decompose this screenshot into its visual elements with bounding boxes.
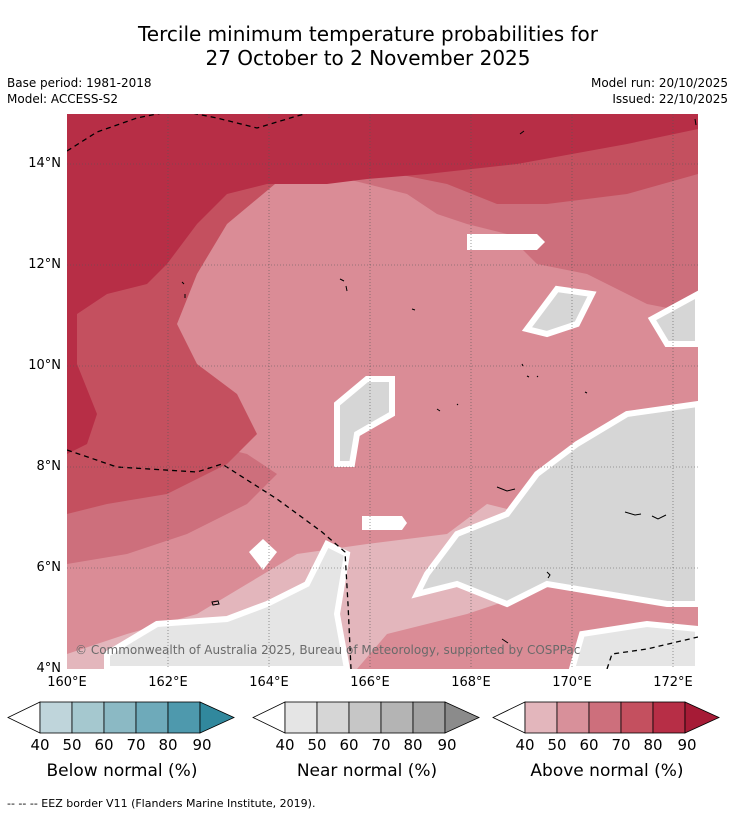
near-50-region-east — [411, 400, 698, 608]
colorbar-under-triangle — [252, 701, 286, 734]
y-tick-6N: 6°N — [36, 560, 62, 575]
colorbar-swatch — [316, 701, 350, 734]
gridlines — [67, 114, 698, 669]
colorbar-swatch — [284, 701, 318, 734]
copyright-notice: © Commonwealth of Australia 2025, Bureau… — [75, 643, 581, 657]
base-period: Base period: 1981-2018 — [7, 76, 152, 90]
colorbar-swatch — [167, 701, 201, 734]
colorbar-swatch — [380, 701, 414, 734]
colorbar-under-triangle — [7, 701, 41, 734]
colorbar-under-triangle — [492, 701, 526, 734]
colorbar-swatch — [620, 701, 654, 734]
colorbar-above-swatches — [492, 701, 720, 734]
near-50-patch-northeast — [521, 285, 597, 338]
below-tick-90: 90 — [192, 736, 212, 754]
near-tick-50: 50 — [307, 736, 327, 754]
map-panel[interactable]: © Commonwealth of Australia 2025, Bureau… — [67, 114, 698, 669]
colorbar-near-label: Near normal (%) — [296, 761, 438, 781]
x-tick-162E: 162°E — [148, 675, 188, 690]
model-name: Model: ACCESS-S2 — [7, 92, 119, 106]
colorbar-below-ticks: 40 50 60 70 80 90 — [6, 736, 238, 754]
x-tick-160E: 160°E — [47, 675, 87, 690]
no-category-patch-north — [467, 234, 545, 250]
y-tick-12N: 12°N — [28, 257, 61, 272]
colorbar-swatch — [556, 701, 590, 734]
island-outlines — [181, 118, 697, 644]
above-tick-60: 60 — [579, 736, 599, 754]
colorbar-below-label: Below normal (%) — [46, 761, 198, 781]
above-70-region — [67, 114, 698, 514]
near-50-patch-central — [334, 376, 395, 467]
below-tick-50: 50 — [62, 736, 82, 754]
above-80-region — [67, 114, 698, 454]
near-tick-70: 70 — [371, 736, 391, 754]
above-tick-40: 40 — [515, 736, 535, 754]
colorbar-over-triangle — [199, 701, 235, 734]
probability-map — [67, 114, 698, 669]
colorbar-swatch — [348, 701, 382, 734]
colorbar-swatch — [588, 701, 622, 734]
near-tick-40: 40 — [275, 736, 295, 754]
x-tick-166E: 166°E — [350, 675, 390, 690]
above-tick-70: 70 — [611, 736, 631, 754]
colorbar-near-normal: 40 50 60 70 80 90 Near normal (%) — [251, 700, 483, 781]
colorbar-swatch — [71, 701, 105, 734]
y-tick-10N: 10°N — [28, 358, 61, 373]
colorbar-below-swatches — [7, 701, 235, 734]
x-tick-170E: 170°E — [552, 675, 592, 690]
colorbar-swatch — [524, 701, 558, 734]
near-tick-60: 60 — [339, 736, 359, 754]
colorbar-above-ticks: 40 50 60 70 80 90 — [491, 736, 723, 754]
near-tick-90: 90 — [437, 736, 457, 754]
near-50-patch-east — [647, 290, 698, 347]
eez-footnote: -- -- -- EEZ border V11 (Flanders Marine… — [7, 797, 316, 810]
near-40-region-southwest — [104, 539, 351, 669]
y-tick-14N: 14°N — [28, 156, 61, 171]
below-tick-70: 70 — [126, 736, 146, 754]
title-line-1: Tercile minimum temperature probabilitie… — [137, 22, 599, 46]
no-category-patch-center — [362, 516, 407, 530]
below-tick-60: 60 — [94, 736, 114, 754]
colorbar-over-triangle — [444, 701, 480, 734]
above-tick-80: 80 — [643, 736, 663, 754]
colorbar-near-ticks: 40 50 60 70 80 90 — [251, 736, 483, 754]
meta-right: Model run: 20/10/2025 Issued: 22/10/2025 — [591, 75, 728, 107]
chart-title: Tercile minimum temperature probabilitie… — [0, 22, 736, 70]
x-tick-172E: 172°E — [653, 675, 693, 690]
above-tick-90: 90 — [677, 736, 697, 754]
colorbar-swatch — [135, 701, 169, 734]
colorbar-below-normal: 40 50 60 70 80 90 Below normal (%) — [6, 700, 238, 781]
y-tick-8N: 8°N — [36, 459, 62, 474]
colorbar-near-swatches — [252, 701, 480, 734]
eez-border-west — [67, 449, 352, 669]
near-40-region-southeast — [568, 620, 698, 669]
meta-left: Base period: 1981-2018 Model: ACCESS-S2 — [7, 75, 152, 107]
title-line-2: 27 October to 2 November 2025 — [205, 46, 531, 70]
below-tick-80: 80 — [158, 736, 178, 754]
colorbar-over-triangle — [684, 701, 720, 734]
colorbar-swatch — [39, 701, 73, 734]
no-category-patch-west — [249, 539, 277, 570]
issued-date: Issued: 22/10/2025 — [612, 92, 728, 106]
colorbar-swatch — [652, 701, 686, 734]
colorbar-above-label: Above normal (%) — [530, 761, 684, 781]
x-tick-168E: 168°E — [451, 675, 491, 690]
above-tick-50: 50 — [547, 736, 567, 754]
model-run: Model run: 20/10/2025 — [590, 76, 728, 90]
x-tick-164E: 164°E — [249, 675, 289, 690]
eez-border-north — [67, 114, 308, 152]
near-tick-80: 80 — [403, 736, 423, 754]
colorbar-above-normal: 40 50 60 70 80 90 Above normal (%) — [491, 700, 723, 781]
below-tick-40: 40 — [30, 736, 50, 754]
colorbar-swatch — [412, 701, 446, 734]
y-tick-4N: 4°N — [36, 661, 62, 676]
colorbar-swatch — [103, 701, 137, 734]
